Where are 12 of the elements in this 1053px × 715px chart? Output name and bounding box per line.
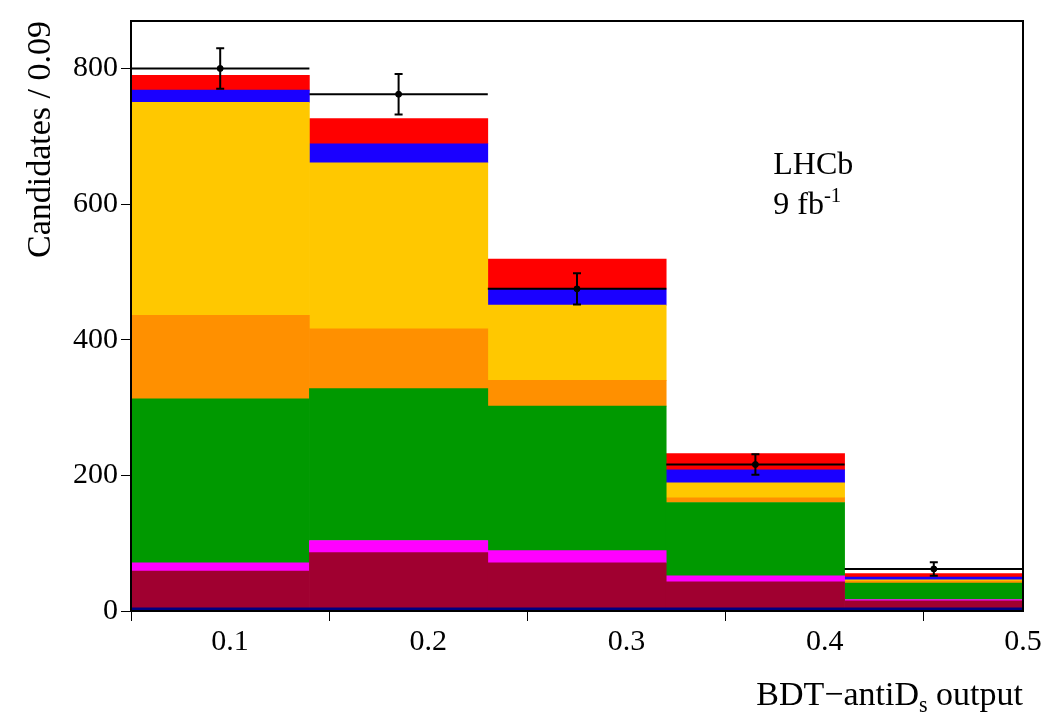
y-tick-label: 800 (73, 49, 118, 83)
y-tick-label: 200 (73, 456, 118, 490)
y-tick-label: 600 (73, 184, 118, 218)
y-tick-label: 400 (73, 320, 118, 354)
x-tick-label: 0.1 (211, 622, 249, 656)
y-tick-label: 0 (103, 591, 118, 625)
annotation: LHCb (773, 145, 854, 182)
x-tick-label: 0.3 (607, 622, 646, 656)
x-tick-label: 0.2 (409, 622, 448, 656)
x-tick-label: 0.4 (806, 622, 844, 656)
y-axis-title: Candidates / 0.09 (20, 20, 57, 259)
x-tick-label: 0.5 (1004, 622, 1042, 656)
